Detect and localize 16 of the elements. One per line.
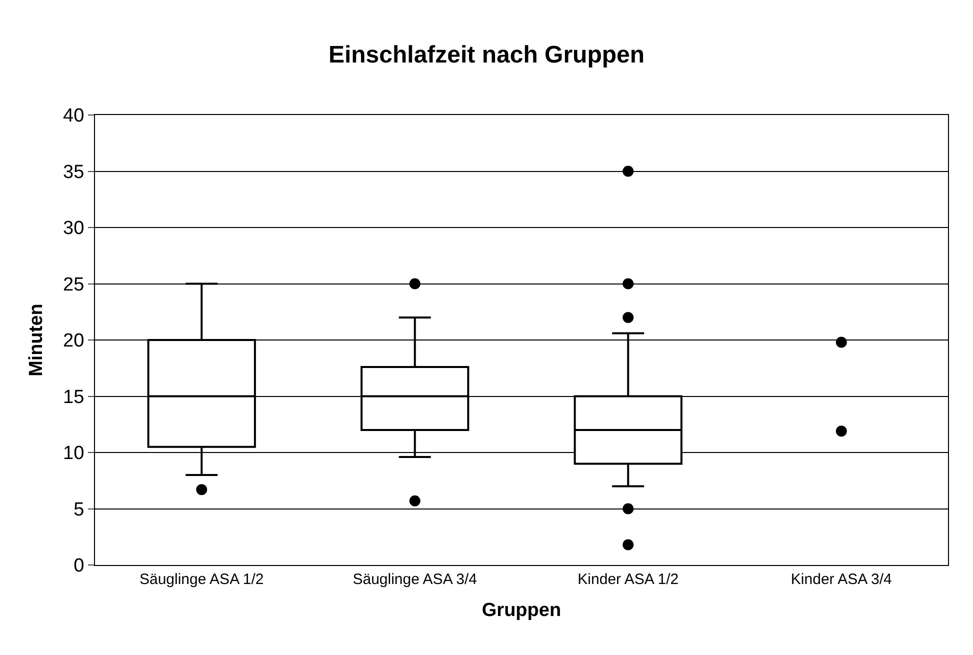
chart-title: Einschlafzeit nach Gruppen xyxy=(328,42,645,69)
y-tick-label: 30 xyxy=(63,218,84,240)
x-axis-title: Gruppen xyxy=(482,600,562,621)
x-tick-label: Kinder ASA 1/2 xyxy=(578,571,679,588)
y-tick-label: 5 xyxy=(74,499,84,520)
y-tick-label: 15 xyxy=(63,386,84,408)
x-tick-label: Kinder ASA 3/4 xyxy=(790,571,892,588)
x-tick-label: Säuglinge ASA 1/2 xyxy=(139,571,264,588)
y-axis-title: Minuten xyxy=(26,304,47,376)
x-tick-label: Säuglinge ASA 3/4 xyxy=(352,571,478,588)
y-tick-label: 35 xyxy=(63,162,84,183)
y-tick-label: 0 xyxy=(74,556,84,577)
y-tick-label: 40 xyxy=(63,106,84,127)
y-tick-label: 10 xyxy=(63,443,84,464)
y-tick-label: 25 xyxy=(63,274,84,296)
y-tick-label: 20 xyxy=(63,330,84,352)
